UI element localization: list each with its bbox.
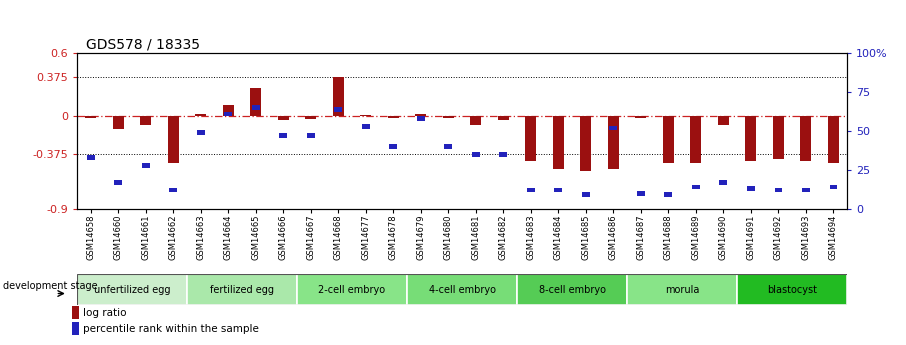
Bar — [361, 124, 370, 129]
Bar — [747, 186, 755, 191]
Bar — [581, 116, 592, 171]
Bar — [499, 152, 507, 157]
Bar — [415, 114, 427, 116]
Bar — [719, 180, 728, 185]
Bar — [187, 274, 297, 305]
Bar — [692, 185, 699, 189]
Bar — [497, 116, 509, 120]
Bar — [77, 274, 187, 305]
Bar — [828, 116, 839, 163]
Bar — [773, 116, 784, 159]
Text: morula: morula — [665, 285, 699, 295]
Text: 8-cell embryo: 8-cell embryo — [538, 285, 605, 295]
Bar — [610, 126, 617, 130]
Bar — [775, 188, 782, 193]
Bar — [553, 116, 564, 169]
Bar — [417, 116, 425, 121]
Bar — [333, 77, 343, 116]
Bar — [388, 116, 399, 118]
Bar — [390, 144, 397, 149]
Bar — [72, 322, 80, 335]
Text: percentile rank within the sample: percentile rank within the sample — [83, 324, 259, 334]
Bar — [637, 191, 645, 196]
Bar — [830, 185, 837, 189]
Bar — [527, 188, 535, 193]
Text: GDS578 / 18335: GDS578 / 18335 — [86, 38, 200, 52]
Bar — [252, 106, 260, 110]
Bar — [664, 193, 672, 197]
Bar — [635, 116, 646, 118]
Bar — [361, 115, 371, 116]
Text: unfertilized egg: unfertilized egg — [93, 285, 170, 295]
Bar — [140, 116, 151, 125]
Bar — [472, 152, 479, 157]
Bar — [663, 116, 674, 163]
Bar — [279, 134, 287, 138]
Bar — [307, 134, 314, 138]
Bar — [225, 112, 232, 116]
Bar — [718, 116, 728, 125]
Bar — [197, 130, 205, 135]
Bar — [169, 188, 177, 193]
Text: blastocyst: blastocyst — [767, 285, 817, 295]
Bar — [278, 116, 289, 120]
Text: 4-cell embryo: 4-cell embryo — [429, 285, 496, 295]
Bar — [525, 116, 536, 161]
Bar — [87, 155, 94, 160]
Text: development stage: development stage — [3, 281, 98, 291]
Bar — [114, 180, 122, 185]
Bar — [334, 107, 342, 112]
Bar — [800, 116, 812, 161]
Bar — [85, 116, 96, 118]
Bar — [112, 116, 124, 129]
Bar — [737, 274, 847, 305]
Bar — [72, 306, 80, 319]
Bar — [554, 188, 562, 193]
Bar — [305, 116, 316, 119]
Text: 2-cell embryo: 2-cell embryo — [319, 285, 386, 295]
Bar — [608, 116, 619, 169]
Bar — [443, 116, 454, 118]
Bar — [690, 116, 701, 163]
Text: log ratio: log ratio — [83, 308, 127, 317]
Bar — [517, 274, 627, 305]
Bar — [250, 88, 261, 116]
Bar — [223, 105, 234, 116]
Bar — [297, 274, 407, 305]
Bar — [582, 193, 590, 197]
Bar — [196, 114, 207, 116]
Bar — [142, 163, 149, 168]
Bar — [746, 116, 757, 161]
Bar — [407, 274, 517, 305]
Text: fertilized egg: fertilized egg — [210, 285, 274, 295]
Bar — [627, 274, 737, 305]
Bar — [470, 116, 481, 125]
Bar — [445, 144, 452, 149]
Bar — [168, 116, 178, 163]
Bar — [802, 188, 810, 193]
